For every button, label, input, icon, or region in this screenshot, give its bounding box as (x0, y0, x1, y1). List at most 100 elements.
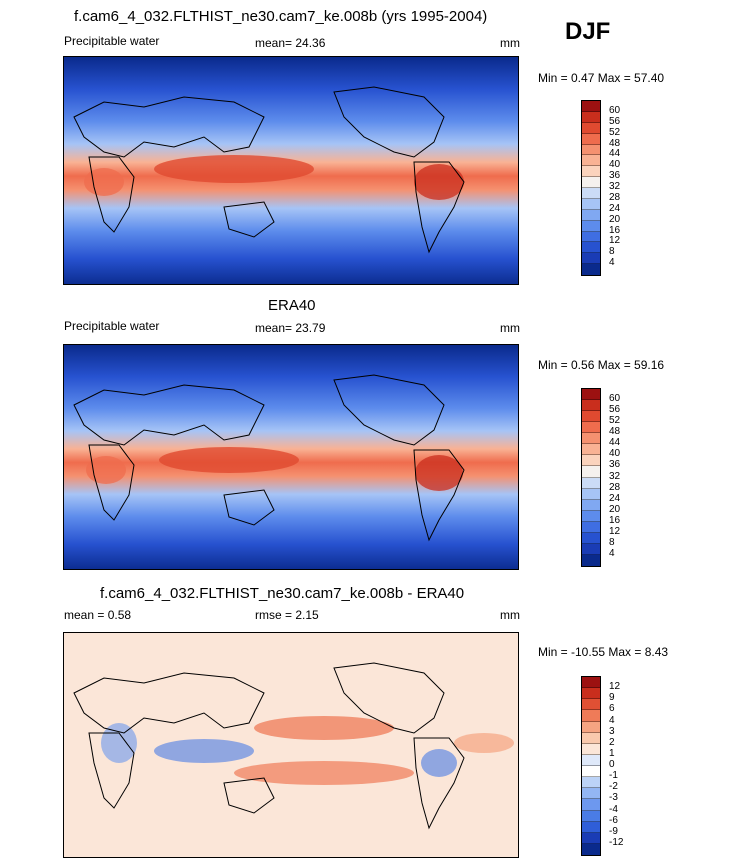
colorbar-tick-label: 44 (609, 437, 621, 449)
panel1-colorbar (581, 100, 601, 276)
colorbar-tick-label: 8 (609, 246, 615, 258)
colorbar-tick-label: 60 (609, 104, 621, 116)
panel1-coastlines (73, 86, 465, 254)
colorbar-swatch (582, 532, 600, 544)
colorbar-swatch (582, 264, 600, 275)
panel3-mean-label: mean = 0.58 (64, 608, 132, 622)
colorbar-tick-label: 3 (609, 725, 615, 737)
panel3-amazon-negative (421, 749, 457, 777)
panel3-npac-positive (254, 716, 394, 740)
panel2-map (63, 344, 519, 570)
panel3-indian-negative (154, 739, 254, 763)
colorbar-swatch (582, 843, 600, 855)
panel2-minmax-label: Min = 0.56 Max = 59.16 (538, 358, 665, 372)
panel2-warm-pool (159, 447, 299, 473)
colorbar-swatch (582, 422, 600, 434)
colorbar-swatch (582, 253, 600, 265)
panel3-colorbar-ticks: 12 9 6 4 3 2 1 0 -1 -2 -3 -4 -6 -9 -12 (609, 676, 639, 856)
colorbar-tick-label: 16 (609, 514, 621, 526)
colorbar-swatch (582, 699, 600, 711)
panel3-title: f.cam6_4_032.FLTHIST_ne30.cam7_ke.008b -… (100, 585, 465, 602)
colorbar-tick-label: -12 (609, 836, 624, 848)
colorbar-tick-label: 40 (609, 159, 621, 171)
colorbar-swatch (582, 209, 600, 221)
panel1-variable-label: Precipitable water (64, 34, 160, 48)
panel2-mean-label: mean= 23.79 (255, 321, 326, 335)
colorbar-swatch (582, 688, 600, 700)
colorbar-tick-label: 32 (609, 470, 621, 482)
colorbar-tick-label: -3 (609, 792, 618, 804)
panel3-coastlines (73, 662, 465, 830)
colorbar-swatch (582, 754, 600, 766)
panel1-africa-max (84, 168, 124, 196)
colorbar-swatch (582, 477, 600, 489)
panel1-map (63, 56, 519, 285)
colorbar-tick-label: 12 (609, 681, 621, 693)
panel3-spac-positive (234, 761, 414, 785)
colorbar-tick-label: 12 (609, 235, 621, 247)
colorbar-swatch (582, 554, 600, 566)
colorbar-swatch (582, 821, 600, 833)
colorbar-swatch (582, 144, 600, 156)
colorbar-swatch (582, 111, 600, 123)
panel2-title: ERA40 (268, 297, 316, 314)
colorbar-swatch (582, 389, 600, 401)
panel2-amazon-max (415, 455, 463, 491)
panel3-atl-positive (454, 733, 514, 753)
panel2-africa-max (86, 456, 126, 484)
panel1-minmax-label: Min = 0.47 Max = 57.40 (538, 71, 665, 85)
colorbar-tick-label: 6 (609, 703, 615, 715)
colorbar-swatch (582, 677, 600, 689)
colorbar-tick-label: 20 (609, 213, 621, 225)
colorbar-tick-label: 28 (609, 481, 621, 493)
colorbar-swatch (582, 499, 600, 511)
colorbar-tick-label: -9 (609, 825, 618, 837)
panel3-colorbar (581, 676, 601, 856)
colorbar-tick-label: 52 (609, 126, 621, 138)
colorbar-tick-label: 56 (609, 115, 621, 127)
colorbar-swatch (582, 455, 600, 467)
colorbar-swatch (582, 543, 600, 555)
panel2-colorbar-ticks: 60 56 52 48 44 40 36 32 28 24 20 16 12 8 4 (609, 388, 639, 567)
colorbar-swatch (582, 488, 600, 500)
panel2-variable-label: Precipitable water (64, 319, 160, 333)
colorbar-swatch (582, 101, 600, 112)
colorbar-tick-label: 4 (609, 257, 615, 269)
panel2-coastlines (73, 374, 465, 542)
colorbar-tick-label: 60 (609, 393, 621, 405)
colorbar-tick-label: 24 (609, 202, 621, 214)
colorbar-swatch (582, 710, 600, 722)
panel1-units-label: mm (500, 36, 520, 50)
colorbar-swatch (582, 732, 600, 744)
panel1-warm-pool (154, 155, 314, 183)
panel1-colorbar-ticks: 60 56 52 48 44 40 36 32 28 24 20 16 12 8 4 (609, 100, 639, 276)
panel3-field (64, 633, 518, 857)
colorbar-swatch (582, 166, 600, 178)
colorbar-tick-label: 0 (609, 759, 615, 770)
colorbar-tick-label: 44 (609, 148, 621, 160)
colorbar-swatch (582, 743, 600, 755)
colorbar-swatch (582, 198, 600, 210)
colorbar-swatch (582, 411, 600, 423)
colorbar-swatch (582, 155, 600, 167)
colorbar-swatch (582, 122, 600, 134)
colorbar-swatch (582, 400, 600, 412)
colorbar-tick-label: 8 (609, 536, 615, 548)
colorbar-swatch (582, 521, 600, 533)
panel3-map (63, 632, 519, 858)
colorbar-tick-label: 28 (609, 191, 621, 203)
colorbar-swatch (582, 220, 600, 232)
colorbar-swatch (582, 777, 600, 789)
colorbar-swatch (582, 231, 600, 243)
colorbar-swatch (582, 766, 600, 778)
colorbar-tick-label: -6 (609, 814, 618, 826)
colorbar-swatch (582, 799, 600, 811)
colorbar-tick-label: 9 (609, 692, 615, 704)
colorbar-tick-label: 2 (609, 736, 615, 748)
colorbar-tick-label: 56 (609, 404, 621, 416)
colorbar-swatch (582, 721, 600, 733)
colorbar-tick-label: -4 (609, 803, 618, 815)
colorbar-tick-label: 1 (609, 747, 615, 759)
panel2-colorbar (581, 388, 601, 567)
colorbar-tick-label: 36 (609, 170, 621, 182)
